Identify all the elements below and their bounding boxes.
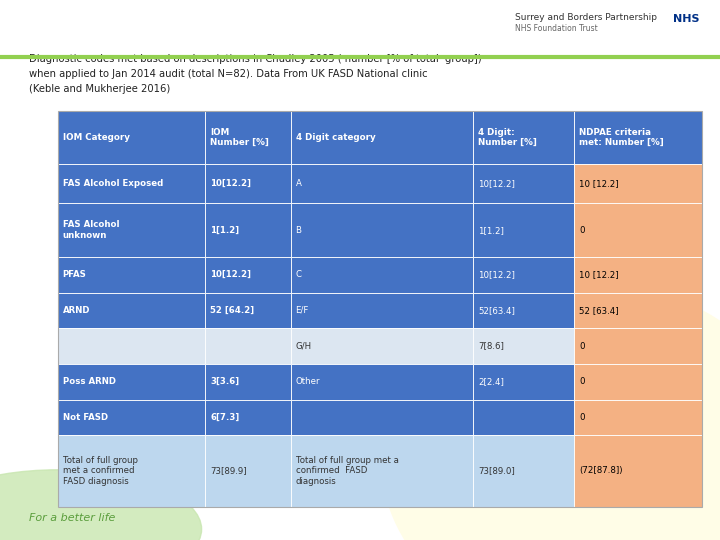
Text: when applied to Jan 2014 audit (total N=82). Data From UK FASD National clinic: when applied to Jan 2014 audit (total N=…: [29, 69, 428, 79]
Text: PFAS: PFAS: [63, 270, 86, 279]
Text: C: C: [295, 270, 302, 279]
Text: 1[1.2]: 1[1.2]: [478, 226, 504, 235]
Text: G/H: G/H: [295, 342, 312, 350]
Text: IOM Category: IOM Category: [63, 133, 130, 142]
Text: 10 [12.2]: 10 [12.2]: [579, 270, 618, 279]
Text: 10 [12.2]: 10 [12.2]: [579, 179, 618, 188]
Text: 10[12.2]: 10[12.2]: [478, 179, 515, 188]
Text: Total of full group
met a confirmed
FASD diagnosis: Total of full group met a confirmed FASD…: [63, 456, 138, 486]
Text: 4 Digit:
Number [%]: 4 Digit: Number [%]: [478, 128, 537, 147]
Text: 10[12.2]: 10[12.2]: [478, 270, 515, 279]
Text: Poss ARND: Poss ARND: [63, 377, 116, 386]
Text: FAS Alcohol Exposed: FAS Alcohol Exposed: [63, 179, 163, 188]
Text: Surrey and Borders Partnership: Surrey and Borders Partnership: [515, 14, 657, 23]
Text: Diagnostic codes met based on descriptions in Chudley 2005 ( number [% of total : Diagnostic codes met based on descriptio…: [29, 54, 482, 64]
Text: 6[7.3]: 6[7.3]: [210, 413, 240, 422]
Text: 52 [64.2]: 52 [64.2]: [210, 306, 254, 315]
Text: Not FASD: Not FASD: [63, 413, 108, 422]
Text: 1[1.2]: 1[1.2]: [210, 226, 239, 235]
Text: E/F: E/F: [295, 306, 309, 315]
Text: 52 [63.4]: 52 [63.4]: [579, 306, 618, 315]
Text: NHS: NHS: [673, 14, 700, 24]
Text: FAS Alcohol
unknown: FAS Alcohol unknown: [63, 220, 119, 240]
Text: NHS Foundation Trust: NHS Foundation Trust: [515, 24, 598, 33]
Text: (Keble and Mukherjee 2016): (Keble and Mukherjee 2016): [29, 84, 170, 94]
Text: 4 Digit category: 4 Digit category: [295, 133, 375, 142]
Text: 0: 0: [579, 342, 585, 350]
Text: 0: 0: [579, 413, 585, 422]
Text: 10[12.2]: 10[12.2]: [210, 270, 251, 279]
Text: NDPAE criteria
met: Number [%]: NDPAE criteria met: Number [%]: [579, 128, 664, 147]
Text: B: B: [295, 226, 302, 235]
Text: 73[89.0]: 73[89.0]: [478, 467, 515, 475]
Text: Total of full group met a
confirmed  FASD
diagnosis: Total of full group met a confirmed FASD…: [295, 456, 398, 486]
Text: 2[2.4]: 2[2.4]: [478, 377, 504, 386]
Text: Other: Other: [295, 377, 320, 386]
Text: 52[63.4]: 52[63.4]: [478, 306, 515, 315]
Text: 0: 0: [579, 226, 585, 235]
Text: 10[12.2]: 10[12.2]: [210, 179, 251, 188]
Text: IOM
Number [%]: IOM Number [%]: [210, 128, 269, 147]
Text: A: A: [295, 179, 302, 188]
Text: 7[8.6]: 7[8.6]: [478, 342, 504, 350]
Text: 73[89.9]: 73[89.9]: [210, 467, 247, 475]
Text: For a better life: For a better life: [29, 512, 115, 523]
Text: ARND: ARND: [63, 306, 90, 315]
Text: (72[87.8]): (72[87.8]): [579, 467, 622, 475]
Text: 0: 0: [579, 377, 585, 386]
Text: 3[3.6]: 3[3.6]: [210, 377, 239, 386]
